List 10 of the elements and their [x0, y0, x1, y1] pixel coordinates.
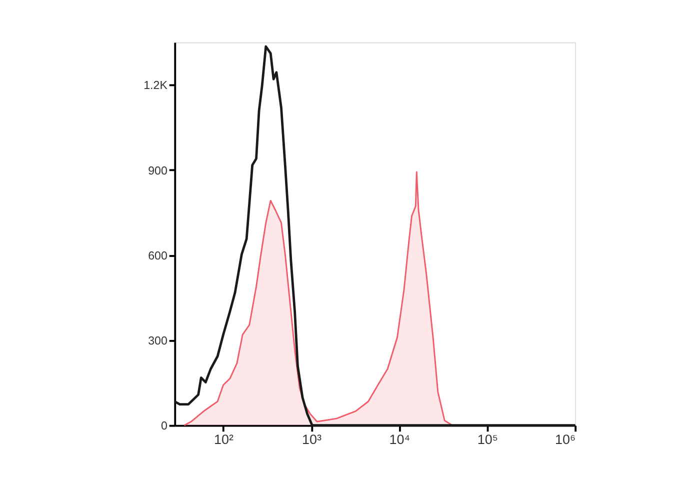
y-tick-label: 0 [160, 420, 168, 433]
y-tick-label: 300 [148, 336, 168, 348]
x-tick-label: 10⁴ [389, 432, 410, 448]
y-tick-label: 600 [148, 250, 168, 262]
x-tick-label: 10² [214, 432, 234, 448]
y-tick-label: 900 [148, 165, 168, 178]
y-tick-label: 1.2K [144, 80, 168, 92]
x-tick-label: 10⁵ [477, 432, 498, 448]
x-tick-label: 10⁶ [555, 432, 576, 448]
x-tick-label: 10³ [302, 432, 322, 448]
